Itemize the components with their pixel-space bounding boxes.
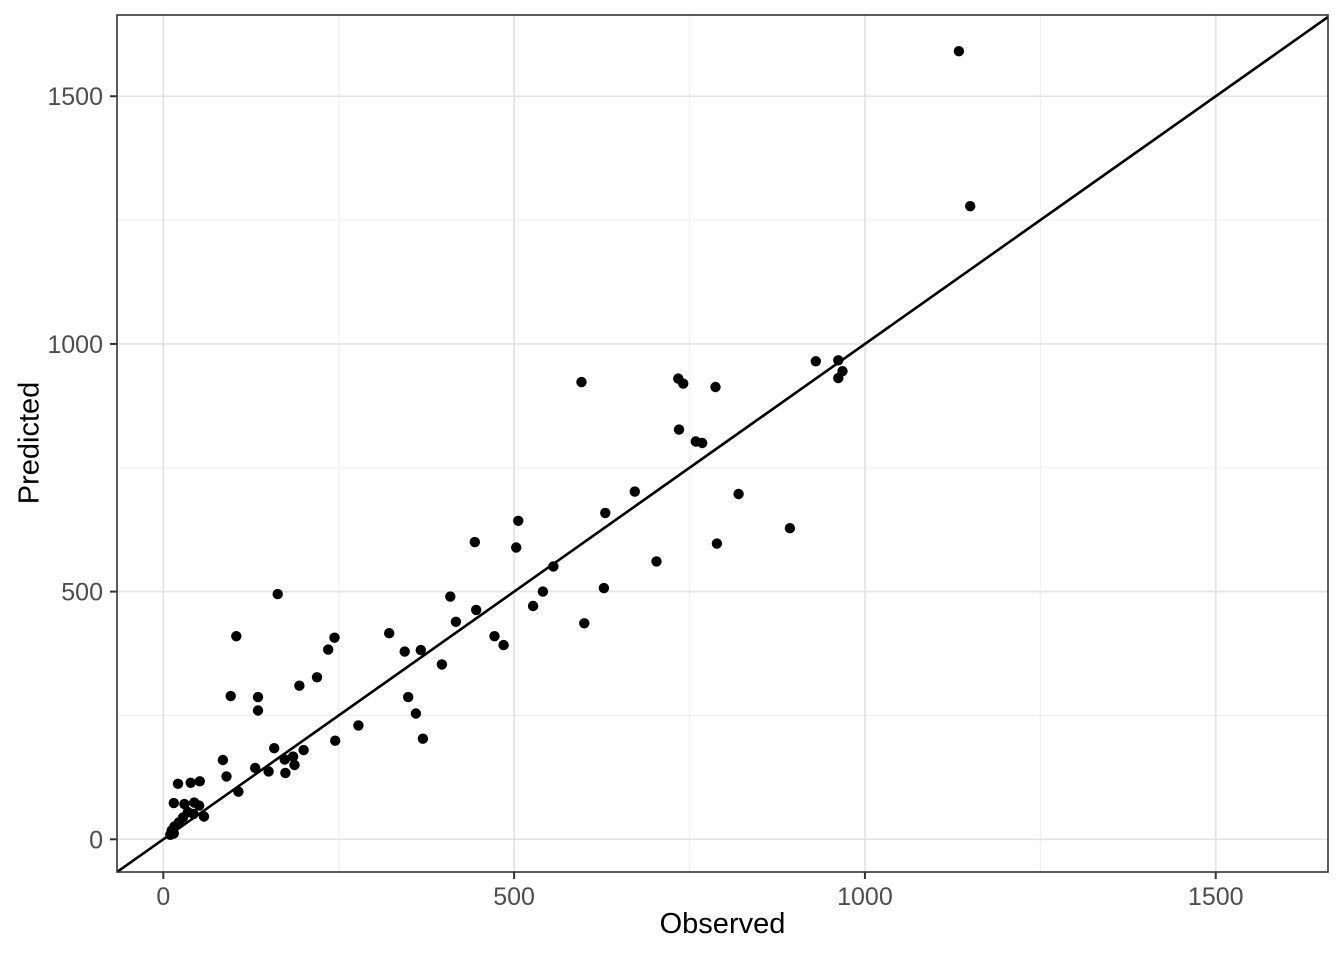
data-point xyxy=(188,808,199,820)
data-point xyxy=(471,604,482,616)
data-point xyxy=(673,424,685,435)
data-point xyxy=(323,644,334,655)
data-point xyxy=(417,733,429,744)
data-point xyxy=(298,744,309,756)
x-axis-tick-label: 1500 xyxy=(1188,883,1244,911)
identity-line xyxy=(116,15,1329,874)
x-axis-tick-label: 0 xyxy=(156,883,170,911)
x-axis-tick-label: 500 xyxy=(493,883,535,911)
data-point xyxy=(194,776,205,787)
data-point xyxy=(221,771,232,782)
data-point xyxy=(233,786,244,797)
data-point xyxy=(710,381,721,393)
data-point xyxy=(399,646,410,657)
data-point xyxy=(225,690,236,702)
data-point xyxy=(410,708,422,719)
data-point xyxy=(537,586,549,597)
data-point xyxy=(280,767,291,779)
data-point xyxy=(953,46,965,57)
data-point xyxy=(294,680,305,691)
data-point xyxy=(965,201,976,212)
data-point xyxy=(527,600,539,612)
y-axis-tick-label: 500 xyxy=(61,579,103,607)
data-point xyxy=(269,743,280,754)
y-axis-title: Predicted xyxy=(13,381,46,505)
data-point xyxy=(548,561,559,572)
data-point xyxy=(489,631,500,642)
data-point xyxy=(511,542,522,553)
data-point xyxy=(198,811,210,822)
data-point xyxy=(403,691,414,703)
data-point xyxy=(193,800,205,811)
data-point xyxy=(711,538,723,549)
data-point xyxy=(311,672,323,683)
data-point xyxy=(784,523,796,534)
panel-border xyxy=(116,14,1329,873)
data-point xyxy=(576,376,587,388)
data-point xyxy=(289,759,300,771)
y-axis-tick-label: 0 xyxy=(89,826,103,854)
data-point xyxy=(629,486,640,497)
data-point xyxy=(179,798,190,810)
data-point xyxy=(600,507,611,519)
data-point xyxy=(833,355,844,366)
data-point xyxy=(651,556,662,567)
data-point xyxy=(185,777,196,788)
data-point xyxy=(579,618,590,629)
data-point xyxy=(513,515,524,526)
data-point xyxy=(733,488,744,500)
y-axis-tick-label: 1000 xyxy=(47,331,103,359)
data-point xyxy=(252,705,264,716)
data-point xyxy=(353,720,364,731)
data-point xyxy=(697,437,708,449)
data-point xyxy=(250,762,261,774)
data-point xyxy=(498,639,509,651)
data-point xyxy=(279,754,290,765)
data-point xyxy=(445,591,456,602)
data-point xyxy=(436,659,448,670)
data-point xyxy=(287,751,299,762)
data-point xyxy=(252,691,264,703)
data-point xyxy=(598,582,610,594)
data-point xyxy=(330,735,341,746)
data-point xyxy=(810,356,821,367)
data-point xyxy=(384,628,395,639)
data-point xyxy=(172,778,184,789)
data-point xyxy=(415,644,426,656)
data-point xyxy=(231,631,242,642)
data-point xyxy=(678,378,689,389)
x-axis-title: Observed xyxy=(659,908,786,940)
data-point xyxy=(329,632,340,643)
data-point xyxy=(168,797,179,809)
data-point xyxy=(450,616,462,627)
data-point xyxy=(272,588,283,600)
data-point xyxy=(217,754,229,766)
data-point xyxy=(833,372,844,384)
data-point xyxy=(469,536,480,548)
y-axis-tick-label: 1500 xyxy=(47,83,103,111)
data-point xyxy=(263,766,274,777)
x-axis-tick-label: 1000 xyxy=(837,883,893,911)
